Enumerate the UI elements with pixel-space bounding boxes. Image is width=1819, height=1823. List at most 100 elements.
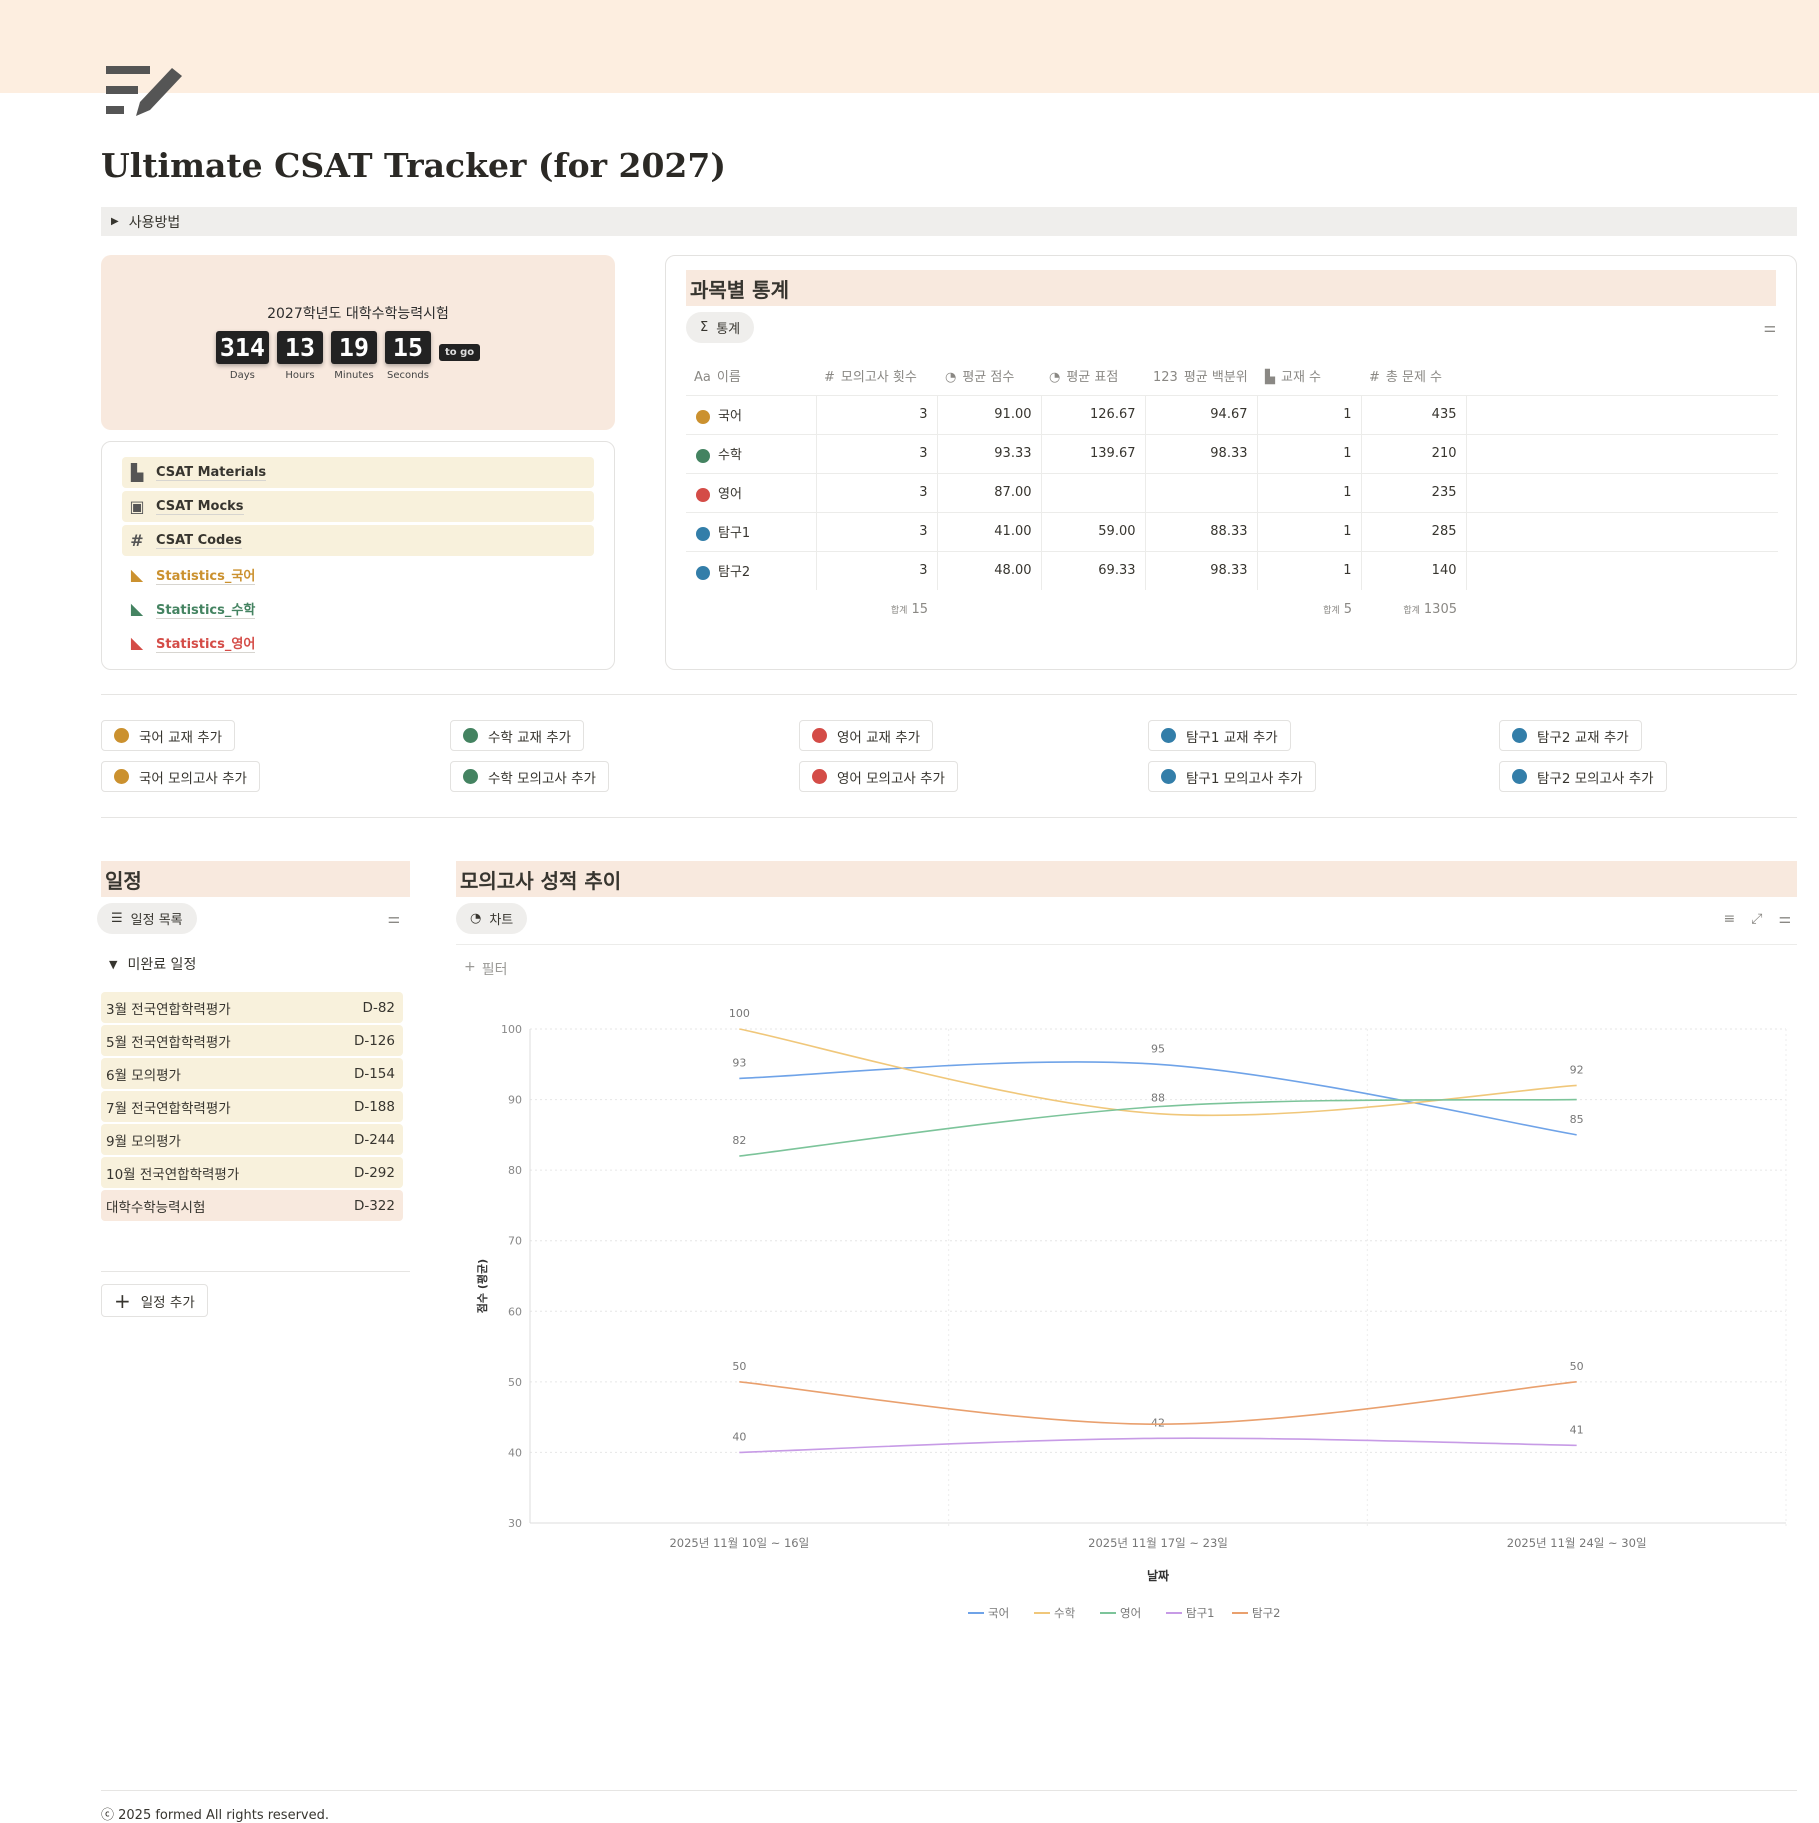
link-label: Statistics_영어 (156, 633, 256, 653)
table-cell: 93.33 (936, 433, 1041, 473)
column-header[interactable]: # 총 문제 수 (1369, 370, 1443, 386)
column-header[interactable]: Aa 이름 (694, 370, 741, 386)
schedule-item[interactable]: 7월 전국연합학력평가 D-188 (101, 1091, 403, 1122)
schedule-list-view-tab[interactable]: ☰ 일정 목록 (97, 903, 197, 934)
add-entry-button[interactable]: 탐구2 교재 추가 (1499, 720, 1642, 751)
column-type-icon: ▙ (1265, 370, 1275, 386)
sigma-icon: Σ (700, 320, 709, 335)
add-entry-button[interactable]: 탐구1 모의고사 추가 (1148, 761, 1316, 792)
schedule-item[interactable]: 10월 전국연합학력평가 D-292 (101, 1157, 403, 1188)
table-cell: 59.00 (1040, 511, 1145, 551)
subject-name: 영어 (718, 487, 742, 502)
table-cell: 3 (815, 433, 937, 473)
settings-sliders-icon[interactable]: ⚌ (387, 910, 400, 927)
add-entry-button[interactable]: 탐구2 모의고사 추가 (1499, 761, 1667, 792)
hash-icon: # (130, 531, 144, 550)
countdown-label: Hours (285, 370, 315, 381)
link-label: CSAT Materials (156, 464, 267, 481)
link-item[interactable]: ◣ Statistics_수학 (122, 593, 594, 624)
add-entry-button[interactable]: 탐구1 교재 추가 (1148, 720, 1291, 751)
series-line-영어 (739, 1098, 1577, 1157)
link-item[interactable]: # CSAT Codes (122, 525, 594, 556)
link-item[interactable]: ▣ CSAT Mocks (122, 491, 594, 522)
filter-icon[interactable]: ≡ (1723, 910, 1736, 927)
data-label: 42 (1151, 1416, 1165, 1429)
d-day: D-292 (353, 1164, 395, 1181)
area-chart-icon: ◣ (130, 633, 144, 652)
database-links: ▙ CSAT Materials ▣ CSAT Mocks # CSAT Codes ◣ St… (101, 441, 615, 670)
table-row[interactable]: 국어 3 91.00 126.67 94.67 1 435 (686, 394, 1778, 434)
legend-item: 국어 (988, 1606, 1009, 1620)
subject-color-dot (463, 728, 478, 743)
subject-color-dot (696, 448, 710, 463)
subject-stats-block: 과목별 통계 Σ 통계 ⚌ Aa 이름 # 모의고사 횟수 ◔ 평균 점수 ◔ 평균 표점 123… (665, 255, 1797, 670)
add-entry-button[interactable]: 국어 교재 추가 (101, 720, 236, 751)
data-label: 41 (1570, 1423, 1584, 1436)
settings-sliders-icon[interactable]: ⚌ (1778, 910, 1791, 927)
table-row[interactable]: 영어 3 87.00 1 235 (686, 472, 1778, 512)
button-label: 국어 교재 추가 (139, 729, 223, 746)
table-cell: 48.00 (936, 550, 1041, 590)
button-label: 국어 모의고사 추가 (139, 770, 247, 787)
data-label: 95 (1151, 1042, 1165, 1055)
add-entry-button[interactable]: 국어 모의고사 추가 (101, 761, 260, 792)
table-cell: 126.67 (1040, 394, 1145, 434)
table-row[interactable]: 탐구1 3 41.00 59.00 88.33 1 285 (686, 511, 1778, 551)
chart-view-tab[interactable]: ◔ 차트 (456, 903, 528, 934)
column-header[interactable]: ▙ 교재 수 (1265, 370, 1322, 386)
table-cell: 1 (1256, 550, 1361, 590)
y-tick-label: 70 (508, 1235, 522, 1248)
column-header[interactable]: 123 평균 백분위 (1153, 370, 1248, 386)
settings-sliders-icon[interactable]: ⚌ (1763, 319, 1776, 336)
subject-name: 탐구2 (718, 565, 751, 581)
table-row[interactable]: 탐구2 3 48.00 69.33 98.33 1 140 (686, 550, 1778, 590)
link-item[interactable]: ◣ Statistics_국어 (122, 559, 594, 590)
column-header[interactable]: ◔ 평균 점수 (945, 370, 1015, 386)
schedule-item[interactable]: 3월 전국연합학력평가 D-82 (101, 992, 403, 1023)
column-header[interactable]: # 모의고사 횟수 (824, 370, 917, 386)
problem-total: 합계 1305 (1403, 602, 1457, 617)
schedule-name: 대학수학능력시험 (106, 1199, 206, 1216)
column-type-icon: # (1369, 370, 1380, 386)
schedule-item[interactable]: 5월 전국연합학력평가 D-126 (101, 1025, 403, 1056)
data-label: 50 (1570, 1360, 1584, 1373)
add-schedule-button[interactable]: + 일정 추가 (101, 1284, 208, 1317)
add-entry-button[interactable]: 영어 모의고사 추가 (799, 761, 958, 792)
data-label: 50 (732, 1360, 746, 1373)
table-cell: 87.00 (936, 472, 1041, 512)
data-label: 92 (1570, 1063, 1584, 1076)
table-row[interactable]: 수학 3 93.33 139.67 98.33 1 210 (686, 433, 1778, 473)
add-entry-button[interactable]: 수학 교재 추가 (450, 720, 585, 751)
schedule-item[interactable]: 6월 모의평가 D-154 (101, 1058, 403, 1089)
add-filter-button[interactable]: + 필터 (464, 959, 1797, 979)
column-header[interactable]: ◔ 평균 표점 (1049, 370, 1119, 386)
stats-view-tab[interactable]: Σ 통계 (686, 312, 755, 343)
table-cell (1040, 472, 1145, 512)
subject-color-dot (114, 728, 129, 743)
link-item[interactable]: ◣ Statistics_영어 (122, 627, 594, 658)
schedule-name: 7월 전국연합학력평가 (106, 1100, 231, 1117)
legend-item: 영어 (1120, 1606, 1141, 1620)
column-type-icon: ◔ (945, 370, 957, 386)
data-label: 100 (729, 1007, 750, 1020)
copyright: ⓒ 2025 formed All rights reserved. (101, 1808, 329, 1823)
group-toggle[interactable]: ▼ 미완료 일정 (109, 954, 410, 974)
link-label: CSAT Mocks (156, 498, 244, 515)
page-title: Ultimate CSAT Tracker (for 2027) (101, 146, 726, 185)
subject-color-dot (463, 769, 478, 784)
subject-color-dot (114, 769, 129, 784)
score-trend-chart: 30 40 50 60 70 80 90 100 2025년 11월 10일 ~ 16일 2025… (475, 1007, 1787, 1620)
add-entry-button[interactable]: 수학 모의고사 추가 (450, 761, 609, 792)
usage-toggle[interactable]: ▶ 사용방법 (101, 207, 1797, 236)
expand-icon[interactable]: ⤢ (1751, 910, 1763, 927)
link-item[interactable]: ▙ CSAT Materials (122, 457, 594, 488)
series-line-수학 (739, 1028, 1577, 1117)
countdown-label: Minutes (334, 370, 374, 381)
schedule-item[interactable]: 대학수학능력시험 D-322 (101, 1190, 403, 1221)
y-tick-label: 100 (501, 1023, 522, 1036)
table-cell: 3 (815, 550, 937, 590)
schedule-item[interactable]: 9월 모의평가 D-244 (101, 1124, 403, 1155)
add-entry-button[interactable]: 영어 교재 추가 (799, 720, 934, 751)
y-axis-label: 점수 (평균) (475, 1259, 489, 1313)
group-label: 미완료 일정 (127, 957, 197, 973)
